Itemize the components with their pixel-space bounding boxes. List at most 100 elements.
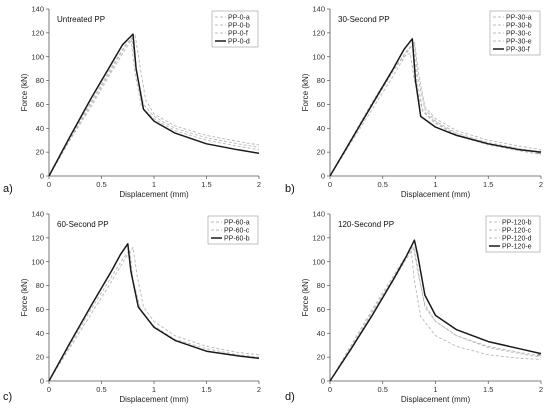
y-tick-label: 0 [321,172,325,181]
y-tick-label: 20 [317,148,325,157]
series-line-pp-120-e [329,239,542,382]
series-line-pp-0-b [48,37,260,177]
y-tick-label: 40 [36,329,44,338]
y-tick-label: 140 [312,210,325,219]
legend-label: PP-0-f [228,30,248,37]
x-axis-label: Displacement (mm) [119,190,189,199]
x-tick-label: 0 [47,180,51,189]
x-tick-label: 0.5 [378,385,388,394]
y-tick-label: 60 [317,100,325,109]
legend-label: PP-120-c [502,227,532,234]
x-tick-label: 1 [433,180,437,189]
y-tick-label: 80 [317,281,325,290]
series-line-pp-30-e [329,44,542,177]
series-line-pp-30-c [329,52,542,177]
y-tick-label: 20 [36,148,44,157]
x-tick-label: 1.5 [483,385,493,394]
y-tick-label: 0 [40,172,44,181]
x-tick-label: 0 [328,385,332,394]
x-tick-label: 1.5 [201,180,211,189]
y-tick-label: 100 [312,257,325,266]
x-axis-label: Displacement (mm) [401,395,471,404]
y-tick-label: 0 [40,377,44,386]
x-tick-label: 0.5 [96,180,106,189]
y-axis-label: Force (kN) [20,73,29,111]
y-tick-label: 0 [321,377,325,386]
legend-label: PP-0-a [228,14,250,21]
y-tick-label: 20 [317,353,325,362]
legend-label: PP-0-d [228,38,250,45]
series-line-pp-30-b [329,41,542,177]
series-line-pp-60-a [48,246,260,382]
series-line-pp-0-f [48,38,260,177]
legend: PP-60-aPP-60-cPP-60-b [207,215,259,245]
series-line-pp-30-a [329,40,542,177]
y-tick-label: 40 [317,124,325,133]
y-tick-label: 80 [317,76,325,85]
x-tick-label: 0.5 [378,180,388,189]
y-axis-label: Force (kN) [301,278,310,316]
chart-panel-2: 0 20 40 60 80 100 120 140 0 0.5 1 1.5 2 Displacement … [285,5,543,199]
chart-panel-3: 0 20 40 60 80 100 120 140 0 0.5 1 1.5 2 Displacement … [3,210,261,404]
x-tick-label: 0.5 [96,385,106,394]
end-marker: × [537,148,541,157]
series-line-pp-0-d [48,33,260,177]
legend-label: PP-60-c [224,227,250,234]
series-line-pp-120-d [329,245,542,382]
y-tick-label: 120 [312,28,325,37]
y-tick-label: 40 [36,124,44,133]
legend-label: PP-30-c [506,30,532,37]
legend-label: PP-60-a [224,219,250,226]
chart-panel-1: 0 20 40 60 80 100 120 140 0 0.5 1 1.5 2 Displacement … [3,5,261,199]
series-line-pp-120-b [329,246,542,382]
x-axis-label: Displacement (mm) [401,190,471,199]
legend-label: PP-30-b [506,22,532,29]
y-tick-label: 60 [36,305,44,314]
legend-label: PP-30-a [506,14,532,21]
y-tick-label: 100 [31,52,44,61]
x-tick-label: 1 [152,180,156,189]
legend-label: PP-30-e [506,38,532,45]
legend-label: PP-60-b [224,235,250,242]
series-line-pp-60-b [48,243,260,382]
x-tick-label: 1.5 [483,180,493,189]
x-tick-label: 1.5 [201,385,211,394]
panel-label: c) [3,391,12,403]
x-tick-label: 2 [539,180,543,189]
y-tick-label: 100 [31,257,44,266]
series-line-pp-120-c [329,249,542,382]
legend: PP-30-aPP-30-bPP-30-cPP-30-ePP-30-f [489,10,541,56]
y-tick-label: 80 [36,76,44,85]
end-marker: × [537,350,541,359]
y-tick-label: 60 [36,100,44,109]
x-tick-label: 2 [257,180,261,189]
x-tick-label: 1 [152,385,156,394]
y-tick-label: 120 [31,28,44,37]
series-line-pp-60-c [48,249,260,382]
panel-label: a) [3,183,13,195]
legend-label: PP-30-f [506,46,530,53]
legend: PP-0-aPP-0-bPP-0-fPP-0-d [211,10,259,48]
legend-label: PP-120-e [502,243,532,250]
y-tick-label: 140 [31,210,44,219]
y-tick-label: 80 [36,281,44,290]
chart-panel-4: 0 20 40 60 80 100 120 140 0 0.5 1 1.5 2 Displacement … [285,210,543,404]
y-tick-label: 140 [312,5,325,14]
series-line-pp-0-a [48,34,260,177]
y-tick-label: 40 [317,329,325,338]
chart-title: 30-Second PP [338,15,390,24]
x-tick-label: 2 [539,385,543,394]
legend-label: PP-0-b [228,22,250,29]
y-tick-label: 120 [312,233,325,242]
y-tick-label: 140 [31,5,44,14]
panel-label: b) [285,183,295,195]
y-tick-label: 100 [312,52,325,61]
x-axis-label: Displacement (mm) [119,395,189,404]
y-tick-label: 120 [31,233,44,242]
x-tick-label: 0 [328,180,332,189]
y-tick-label: 60 [317,305,325,314]
chart-title: 120-Second PP [338,220,394,229]
chart-title: 60-Second PP [57,220,109,229]
y-axis-label: Force (kN) [301,73,310,111]
